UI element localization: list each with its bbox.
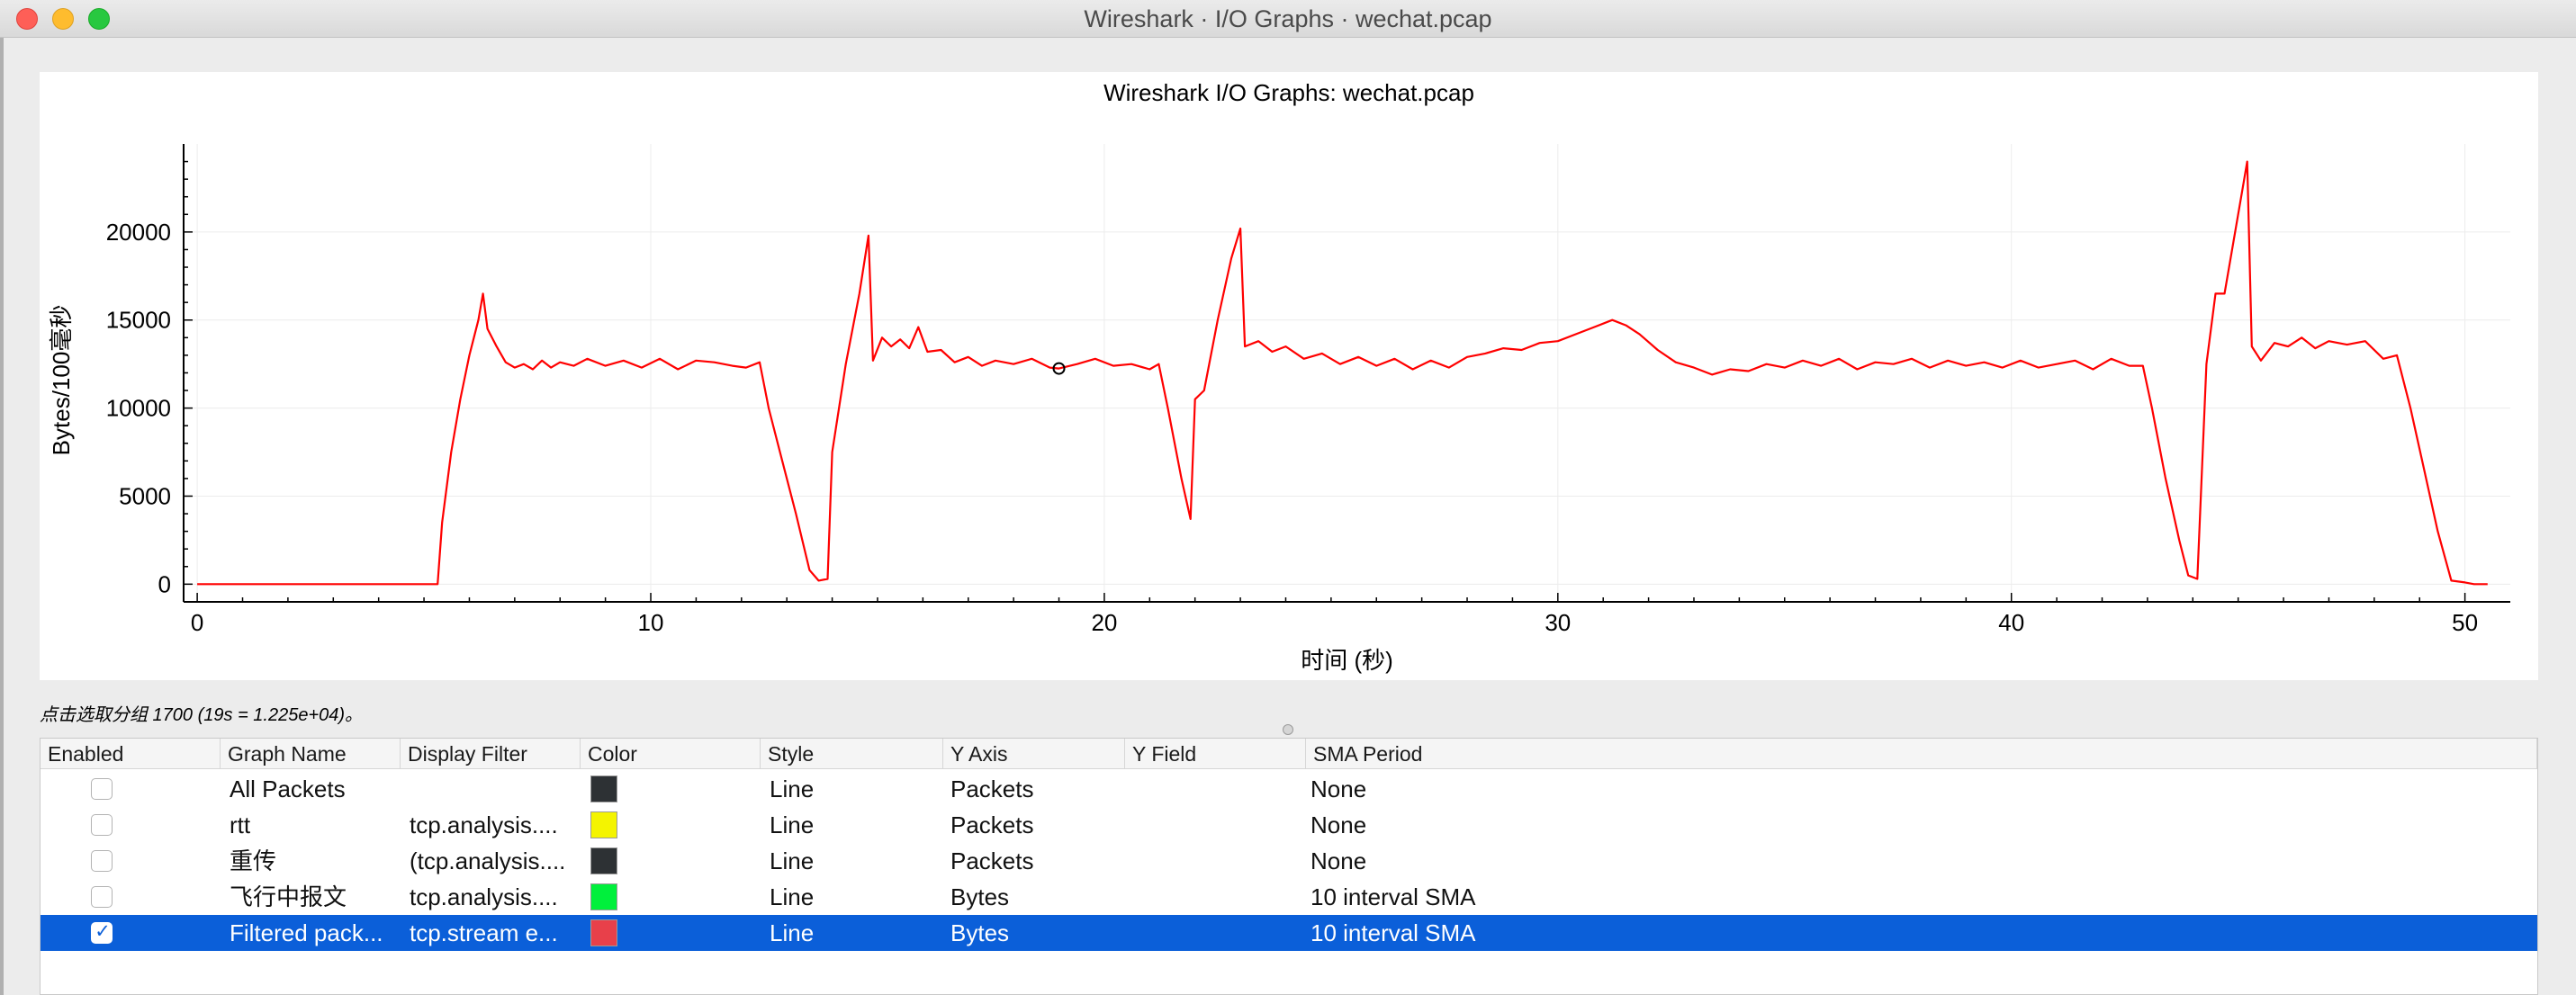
column-header-graph-name[interactable]: Graph Name <box>221 739 401 769</box>
checkmark-icon: ✓ <box>95 921 111 942</box>
column-header-enabled[interactable]: Enabled <box>41 739 221 769</box>
y-field-cell[interactable] <box>1131 843 1298 879</box>
window-title: Wireshark · I/O Graphs · wechat.pcap <box>1084 5 1492 32</box>
graph-name-cell[interactable]: All Packets <box>230 775 346 802</box>
io-graph-chart[interactable]: Wireshark I/O Graphs: wechat.pcap 0 10 20 30… <box>40 72 2538 680</box>
enabled-checkbox[interactable] <box>91 850 113 872</box>
graph-name-cell[interactable]: 飞行中报文 <box>230 883 347 910</box>
display-filter-cell[interactable]: tcp.analysis.... <box>410 883 558 910</box>
y-tick-label: 20000 <box>106 219 171 246</box>
splitter-handle[interactable] <box>1283 724 1293 735</box>
y-tick-label: 5000 <box>119 482 171 509</box>
display-filter-cell[interactable] <box>410 771 576 807</box>
selected-packet-marker <box>1052 362 1066 375</box>
y-field-cell[interactable] <box>1131 915 1298 951</box>
enabled-checkbox[interactable] <box>91 886 113 908</box>
color-swatch[interactable] <box>590 811 617 838</box>
minimize-window-button[interactable] <box>52 8 74 30</box>
status-hint: 点击选取分组 1700 (19s = 1.225e+04)。 <box>40 705 364 725</box>
y-axis-cell[interactable]: Bytes <box>950 919 1010 946</box>
sma-period-cell[interactable]: 10 interval SMA <box>1311 883 1476 910</box>
series-line[interactable] <box>197 160 2488 586</box>
enabled-checkbox[interactable]: ✓ <box>91 921 113 944</box>
column-header-style[interactable]: Style <box>761 739 943 769</box>
graph-name-cell[interactable]: 重传 <box>230 847 277 874</box>
chart-title: Wireshark I/O Graphs: wechat.pcap <box>1103 79 1474 106</box>
display-filter-cell[interactable]: tcp.stream e... <box>410 919 558 946</box>
y-axis-cell[interactable]: Packets <box>950 811 1034 838</box>
style-cell[interactable]: Line <box>770 847 815 874</box>
sma-period-cell[interactable]: None <box>1311 811 1367 838</box>
x-tick-label: 20 <box>1091 609 1117 636</box>
y-field-cell[interactable] <box>1131 807 1298 843</box>
title-bar[interactable]: Wireshark · I/O Graphs · wechat.pcap <box>0 0 2576 38</box>
y-tick-label: 15000 <box>106 307 171 334</box>
graph-row[interactable]: rtt tcp.analysis.... Line Packets None <box>41 807 2537 843</box>
color-swatch[interactable] <box>590 775 617 802</box>
sma-period-cell[interactable]: None <box>1311 775 1367 802</box>
x-tick-label: 10 <box>638 609 664 636</box>
color-swatch[interactable] <box>590 847 617 874</box>
left-window-edge <box>0 38 4 995</box>
y-field-cell[interactable] <box>1131 879 1298 915</box>
x-axis-label: 时间 (秒) <box>1301 647 1393 674</box>
close-window-button[interactable] <box>16 8 38 30</box>
x-tick-label: 40 <box>1998 609 2024 636</box>
graph-name-cell[interactable]: rtt <box>230 811 251 838</box>
style-cell[interactable]: Line <box>770 811 815 838</box>
graph-row[interactable]: 飞行中报文 tcp.analysis.... Line Bytes 10 interva… <box>41 879 2537 915</box>
style-cell[interactable]: Line <box>770 919 815 946</box>
sma-period-cell[interactable]: 10 interval SMA <box>1311 919 1476 946</box>
column-header-display-filter[interactable]: Display Filter <box>401 739 581 769</box>
y-tick-label: 0 <box>158 570 171 597</box>
column-header-y-axis[interactable]: Y Axis <box>943 739 1125 769</box>
graph-name-cell[interactable]: Filtered pack... <box>230 919 383 946</box>
graph-row[interactable]: 重传 (tcp.analysis.... Line Packets None <box>41 843 2537 879</box>
y-axis-cell[interactable]: Packets <box>950 775 1034 802</box>
x-tick-label: 0 <box>191 609 203 636</box>
sma-period-cell[interactable]: None <box>1311 847 1367 874</box>
style-cell[interactable]: Line <box>770 883 815 910</box>
color-swatch[interactable] <box>590 919 617 946</box>
enabled-checkbox[interactable] <box>91 814 113 836</box>
column-header-y-field[interactable]: Y Field <box>1125 739 1306 769</box>
y-tick-label: 10000 <box>106 395 171 422</box>
display-filter-cell[interactable]: tcp.analysis.... <box>410 811 558 838</box>
y-axis-label: Bytes/100毫秒 <box>48 305 75 456</box>
y-axis-cell[interactable]: Packets <box>950 847 1034 874</box>
y-axis-cell[interactable]: Bytes <box>950 883 1010 910</box>
column-header-sma-period[interactable]: SMA Period <box>1306 739 2537 769</box>
style-cell[interactable]: Line <box>770 775 815 802</box>
io-graph-plot[interactable]: Wireshark I/O Graphs: wechat.pcap 0 10 20 30… <box>40 72 2538 680</box>
graph-row[interactable]: ✓ Filtered pack... tcp.stream e... Line Byte… <box>41 915 2537 951</box>
x-tick-label: 50 <box>2452 609 2478 636</box>
zoom-window-button[interactable] <box>88 8 110 30</box>
enabled-checkbox[interactable] <box>91 778 113 800</box>
graph-list-table[interactable]: Enabled Graph Name Display Filter Color Styl… <box>40 738 2538 995</box>
y-field-cell[interactable] <box>1131 771 1298 807</box>
display-filter-cell[interactable]: (tcp.analysis.... <box>410 847 566 874</box>
table-header: Enabled Graph Name Display Filter Color Styl… <box>41 739 2537 769</box>
graph-row[interactable]: All Packets Line Packets None <box>41 771 2537 807</box>
column-header-color[interactable]: Color <box>581 739 761 769</box>
color-swatch[interactable] <box>590 883 617 910</box>
x-tick-label: 30 <box>1545 609 1571 636</box>
